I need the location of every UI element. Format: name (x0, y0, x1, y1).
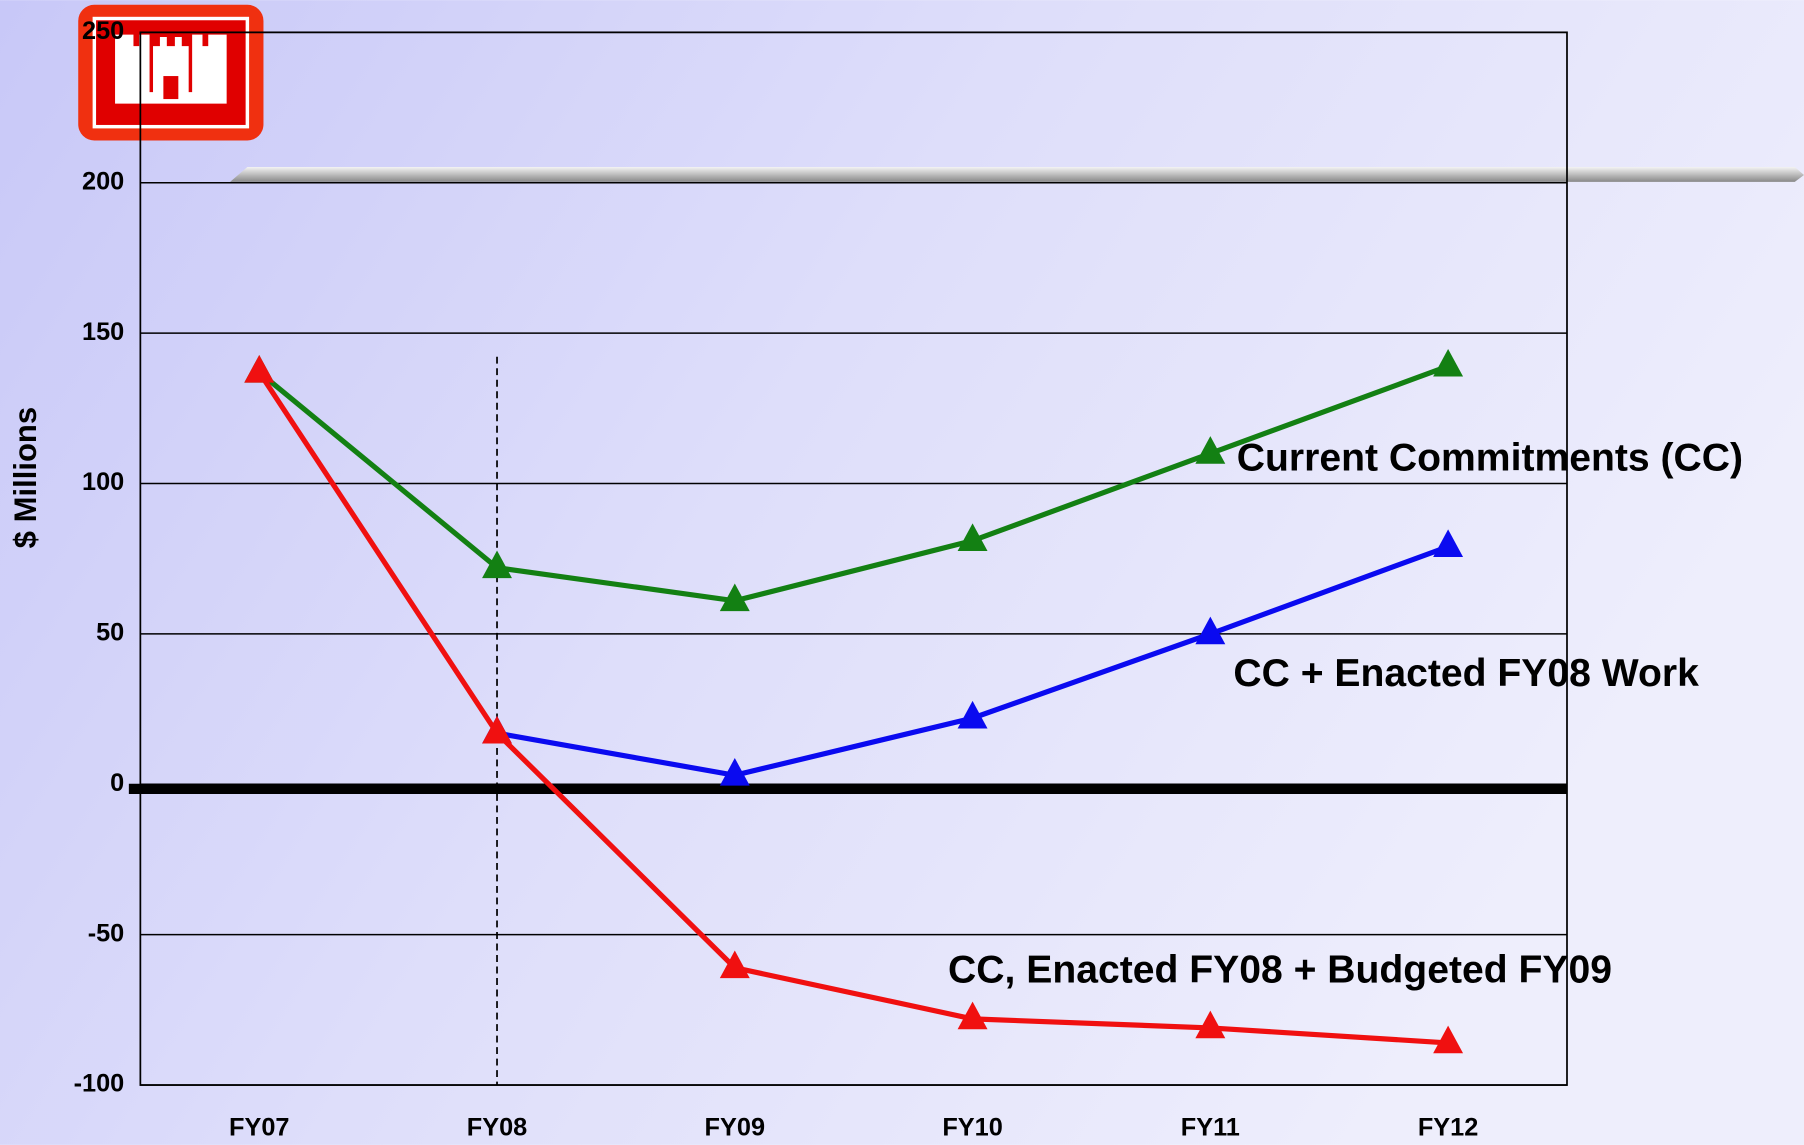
marker (957, 523, 988, 552)
y-tick-label: 100 (82, 468, 124, 496)
marker (482, 550, 512, 579)
marker (1195, 616, 1226, 645)
marker (1433, 348, 1464, 377)
marker (1433, 1025, 1464, 1054)
y-tick-label: 0 (110, 769, 124, 797)
marker (957, 1001, 988, 1030)
header-bar (230, 166, 1804, 182)
series-label: CC, Enacted FY08 + Budgeted FY09 (948, 949, 1612, 992)
series-line (257, 363, 1450, 604)
logo (78, 4, 264, 141)
x-tick-label: FY09 (705, 1113, 765, 1141)
marker (719, 950, 750, 979)
series-label: Current Commitments (CC) (1237, 437, 1743, 480)
plot-frame (139, 31, 1568, 1086)
y-tick-label: 200 (82, 167, 124, 195)
y-tick-label: 150 (82, 318, 124, 346)
y-axis-label: $ Millions (8, 407, 43, 548)
marker (719, 757, 750, 786)
marker (719, 583, 750, 612)
x-tick-label: FY08 (467, 1113, 527, 1141)
x-tick-label: FY11 (1181, 1113, 1240, 1141)
y-tick-label: -100 (74, 1070, 125, 1098)
marker (1195, 1010, 1226, 1039)
marker (1195, 436, 1226, 464)
x-tick-label: FY10 (942, 1113, 1002, 1141)
y-tick-label: 250 (82, 17, 124, 45)
x-tick-label: FY07 (229, 1113, 289, 1141)
series-line (257, 370, 1449, 1046)
y-tick-label: -50 (88, 919, 125, 947)
marker (957, 700, 988, 729)
marker (482, 715, 512, 744)
y-tick-label: 50 (96, 619, 124, 647)
series-label: CC + Enacted FY08 Work (1233, 652, 1699, 695)
x-tick-label: FY12 (1418, 1113, 1478, 1141)
marker (1433, 529, 1464, 558)
marker (244, 354, 275, 383)
